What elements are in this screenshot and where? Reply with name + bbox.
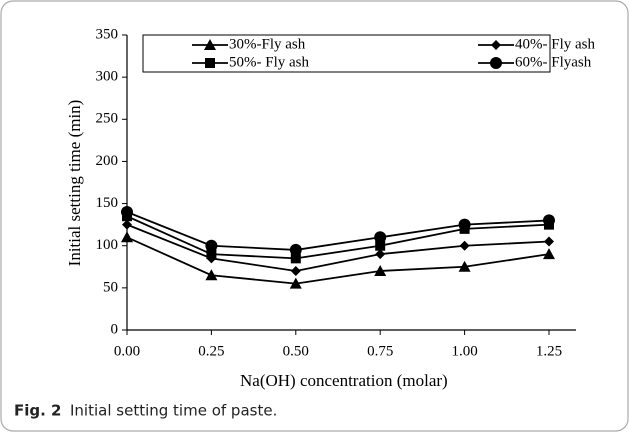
marker [206,249,217,260]
x-axis-title: Na(OH) concentration (molar) [240,371,448,390]
x-tick-label: 0.00 [114,343,140,359]
marker [374,231,387,244]
series-line [126,223,550,272]
y-tick-label: 300 [96,69,119,85]
series-line [126,215,550,260]
series-line [126,236,550,285]
marker [374,265,387,276]
marker [205,239,218,252]
marker [490,57,502,69]
marker [121,206,133,218]
marker [375,240,386,251]
marker [543,236,554,247]
x-tick-label: 1.25 [536,343,562,359]
legend-frame [142,34,551,73]
legend-label: 40%- Fly ash [515,36,595,52]
marker [122,219,132,230]
marker [289,243,302,256]
marker [205,58,215,68]
series-line [126,211,550,251]
marker [205,269,218,281]
y-tick-label: 100 [96,237,119,253]
marker [458,218,471,231]
y-tick-label: 200 [96,153,119,169]
y-tick-label: 150 [96,195,119,211]
marker [375,249,386,260]
x-tick-label: 1.00 [451,343,477,359]
marker [204,39,216,50]
marker [458,260,471,272]
y-tick-label: 0 [111,321,119,337]
legend-label: 50%- Fly ash [229,54,309,70]
caption-text: Initial setting time of paste. [70,402,277,420]
y-tick-label: 250 [96,111,119,127]
marker [121,231,133,243]
x-tick-label: 0.75 [367,343,393,359]
legend-label: 30%-Fly ash [229,36,306,52]
marker [491,40,501,50]
marker [542,214,555,227]
marker [289,277,302,289]
marker [459,240,470,251]
y-axis-title: Initial setting time (min) [65,100,84,267]
legend-label: 60%- Flyash [515,54,592,70]
marker [542,248,555,260]
y-tick-label: 350 [96,26,119,42]
marker [290,266,301,276]
y-tick-label: 50 [103,279,118,295]
x-tick-label: 0.50 [283,343,309,359]
caption-label: Fig. 2 [14,402,61,420]
x-tick-label: 0.25 [198,343,224,359]
marker [290,253,301,264]
